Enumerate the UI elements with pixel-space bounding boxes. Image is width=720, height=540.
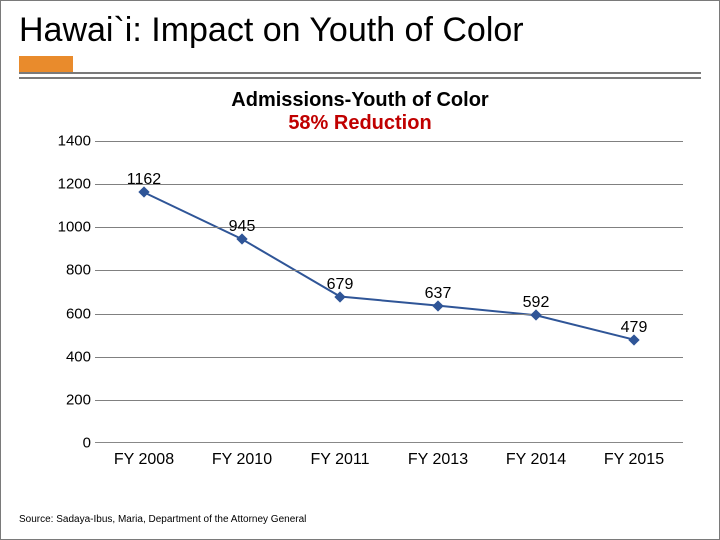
x-tick-label: FY 2010	[212, 451, 272, 469]
title-block: Hawai`i: Impact on Youth of Color	[1, 1, 719, 54]
chart: 1162 945 679 637 592 479 0 200 400 600 800 1000 120…	[31, 141, 689, 471]
x-tick-label: FY 2011	[310, 451, 369, 469]
x-axis	[95, 442, 683, 443]
grid-line	[95, 270, 683, 271]
y-tick-label: 0	[41, 435, 91, 452]
y-tick-label: 400	[41, 348, 91, 365]
y-tick-label: 600	[41, 305, 91, 322]
grid-line	[95, 357, 683, 358]
x-tick-label: FY 2008	[114, 451, 174, 469]
grid-line	[95, 400, 683, 401]
y-tick-label: 1200	[41, 176, 91, 193]
line-series	[95, 141, 683, 443]
chart-title: Admissions-Youth of Color	[1, 89, 719, 112]
y-tick-label: 1400	[41, 133, 91, 150]
grid-line	[95, 227, 683, 228]
x-tick-label: FY 2013	[408, 451, 468, 469]
slide: Hawai`i: Impact on Youth of Color Admiss…	[0, 0, 720, 540]
chart-title-block: Admissions-Youth of Color 58% Reduction	[1, 79, 719, 135]
data-label: 479	[621, 319, 648, 340]
accent-block	[19, 56, 73, 72]
data-label: 1162	[127, 171, 161, 192]
grid-line	[95, 141, 683, 142]
data-label: 945	[229, 218, 256, 239]
grid-line	[95, 314, 683, 315]
chart-subtitle: 58% Reduction	[1, 112, 719, 135]
x-tick-label: FY 2014	[506, 451, 566, 469]
data-label: 592	[523, 294, 550, 315]
title-rule	[1, 54, 719, 79]
y-tick-label: 200	[41, 391, 91, 408]
y-tick-label: 800	[41, 262, 91, 279]
plot-area: 1162 945 679 637 592 479	[95, 141, 683, 443]
source-citation: Source: Sadaya-Ibus, Maria, Department o…	[19, 514, 306, 525]
grid-line	[95, 184, 683, 185]
x-tick-label: FY 2015	[604, 451, 664, 469]
data-label: 679	[327, 276, 354, 297]
data-label: 637	[425, 285, 452, 306]
page-title: Hawai`i: Impact on Youth of Color	[19, 11, 701, 50]
y-tick-label: 1000	[41, 219, 91, 236]
